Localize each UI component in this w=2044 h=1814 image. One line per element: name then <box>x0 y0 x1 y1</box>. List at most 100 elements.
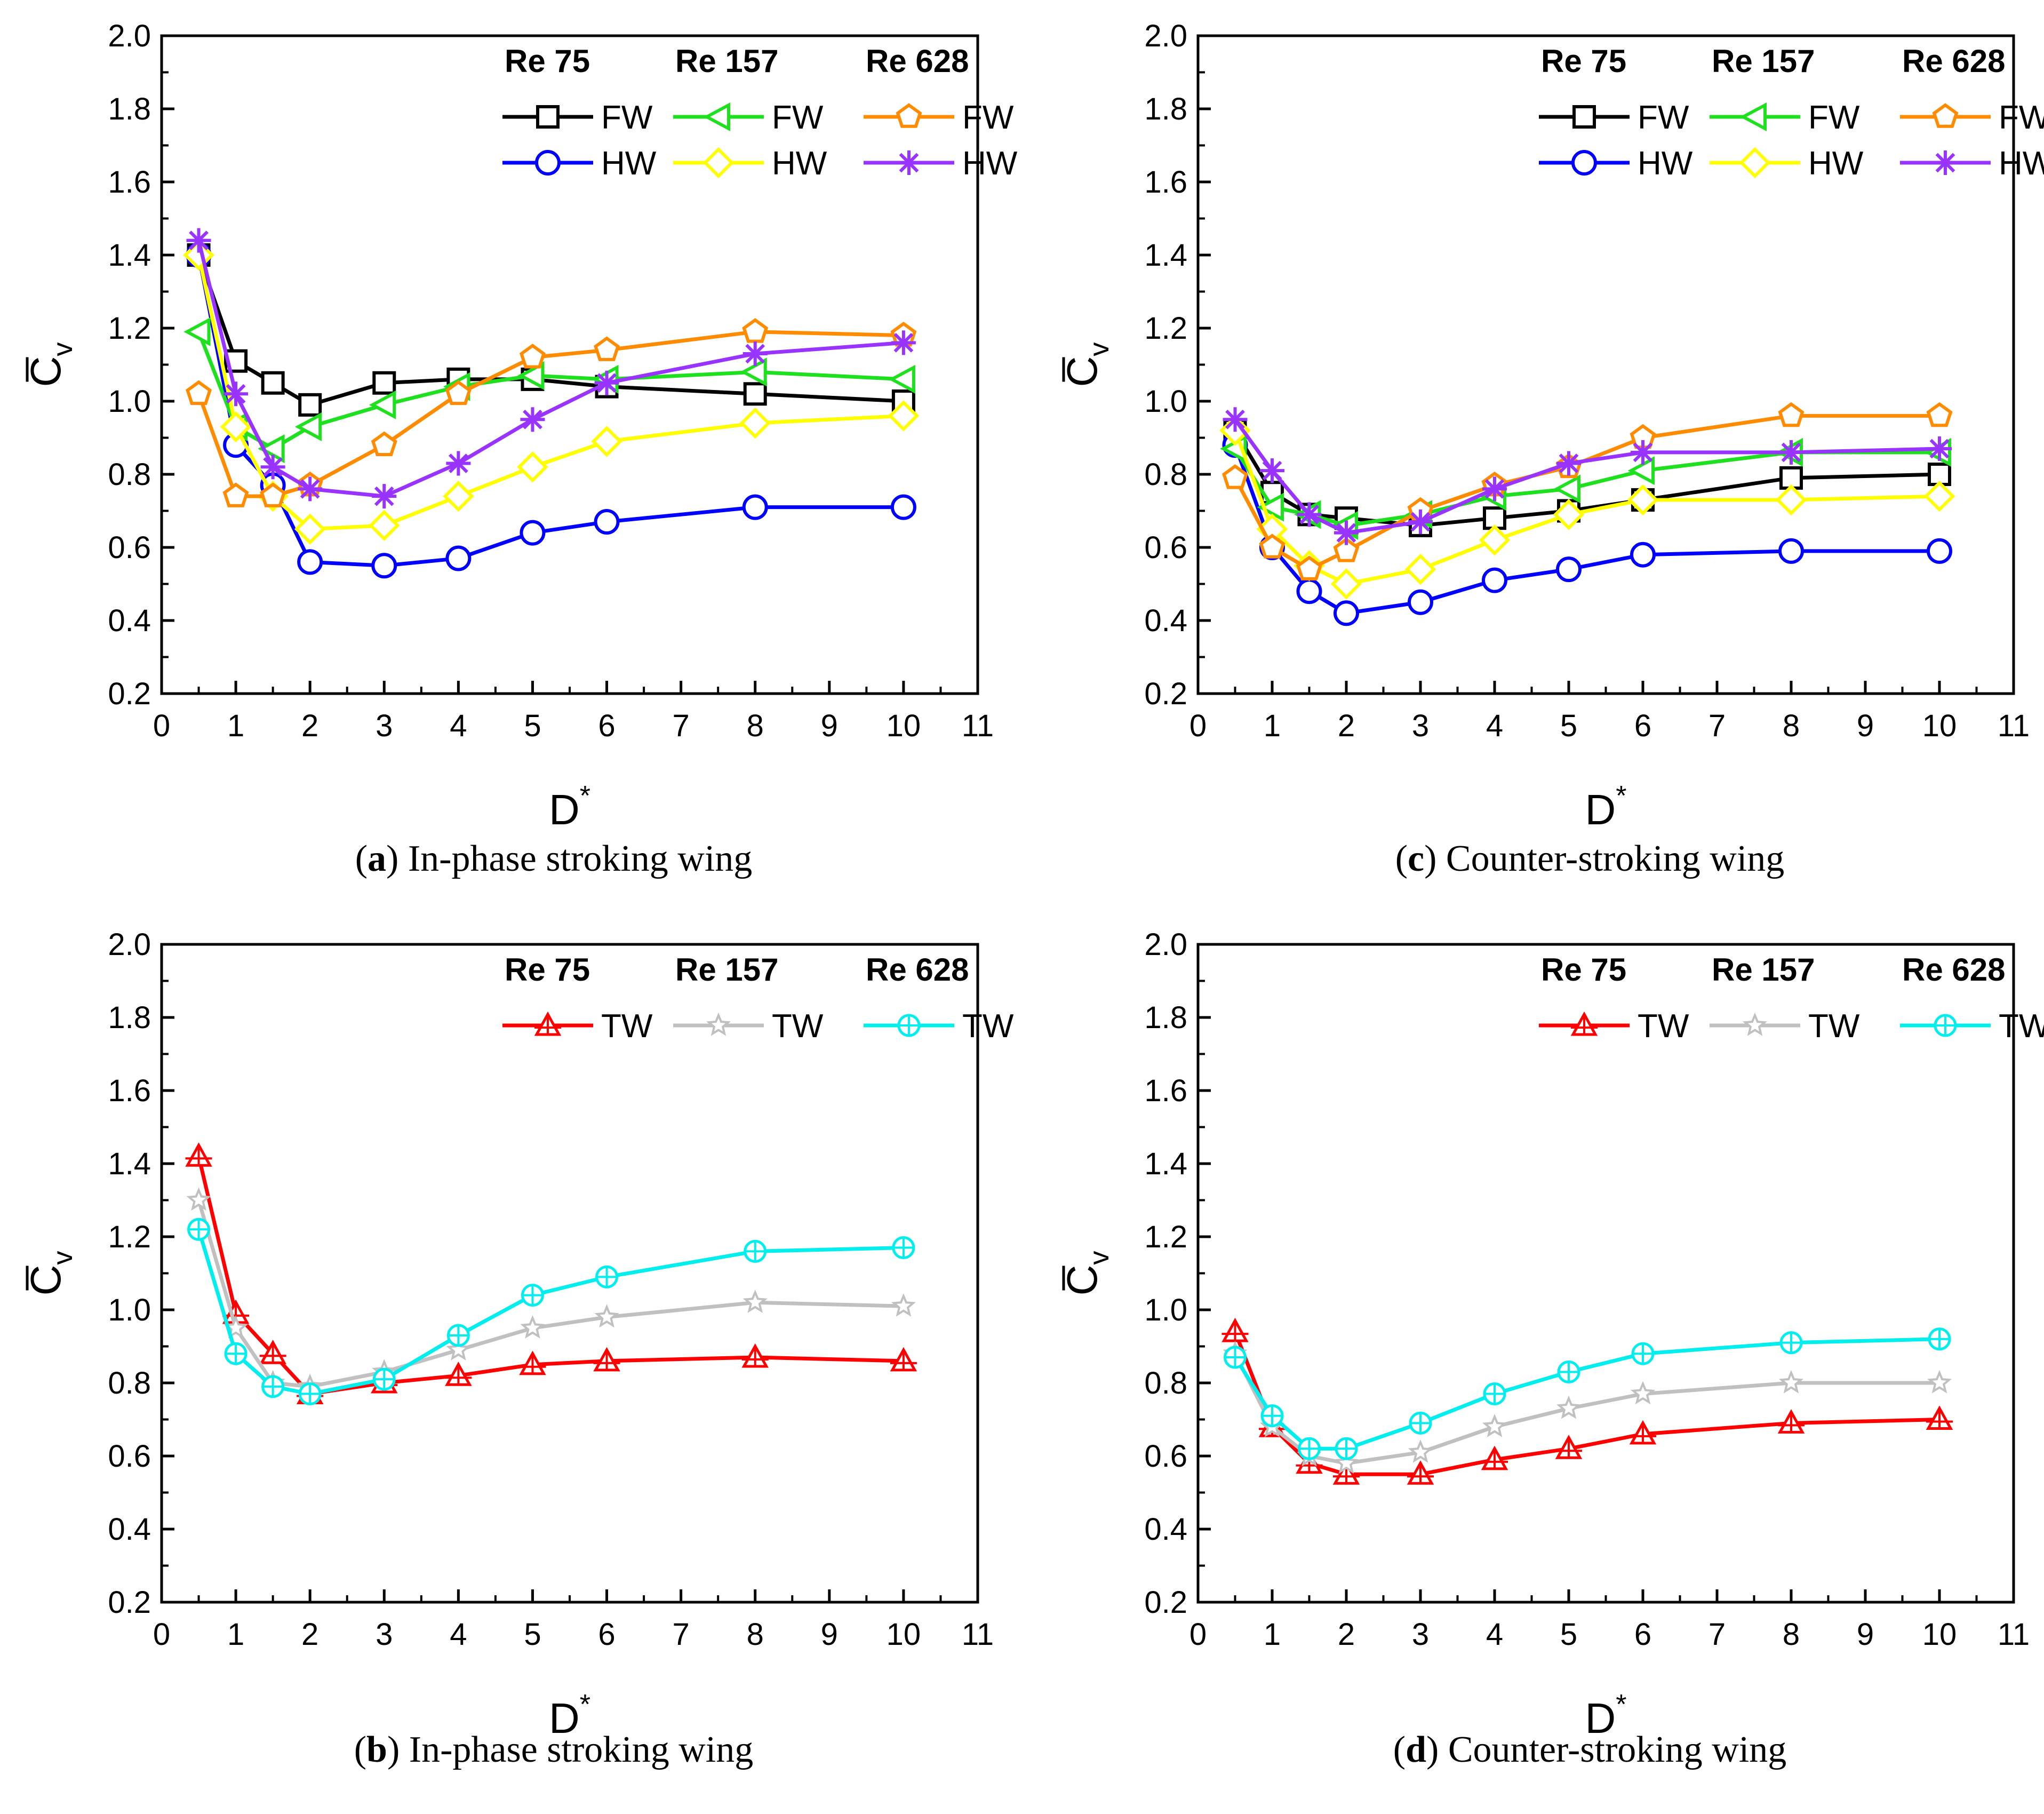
data-point <box>372 371 396 395</box>
x-tick-label: 2 <box>301 709 318 743</box>
data-point <box>186 228 211 253</box>
data-point <box>1627 484 1659 516</box>
marker-square-shape <box>536 105 560 129</box>
data-point <box>1222 464 1248 489</box>
marker-asterisk-stroke <box>1299 504 1319 524</box>
data-point <box>1630 1381 1656 1405</box>
marker-star-shape <box>1630 1381 1656 1405</box>
series-re-157-tw <box>186 1187 916 1397</box>
data-point <box>519 1350 546 1375</box>
legend-marker <box>536 105 560 129</box>
data-point <box>1259 534 1286 559</box>
marker-triangle-shape <box>1739 102 1767 132</box>
data-point <box>1407 1460 1434 1485</box>
x-axis-title-main: D <box>549 786 580 833</box>
x-tick-label: 11 <box>962 1617 994 1652</box>
legend-marker <box>1932 103 1959 128</box>
marker-triangle-shape <box>258 434 285 464</box>
data-point <box>890 494 916 520</box>
x-tick-label: 11 <box>962 709 994 743</box>
marker-triangle-shape <box>703 102 730 132</box>
marker-circle-shape <box>1778 538 1804 564</box>
marker-asterisk-stroke <box>597 373 617 393</box>
marker-diamond-shape <box>294 513 326 545</box>
data-point <box>1482 1413 1507 1437</box>
plot-frame <box>1196 943 2015 1604</box>
y-tick-label: 1.0 <box>1144 1293 1187 1327</box>
x-tick-label: 9 <box>1857 1617 1874 1652</box>
legend: Re 75 Re 157 Re 628 FW HW FW HW FW HW <box>1539 43 2044 182</box>
data-point <box>446 451 471 476</box>
chart-panel-b: 0 1 2 3 4 5 6 7 8 9 10 11 0.2 0.4 0.6 0.8 1.0 1.2 1.4 1.6 1.… <box>22 927 1014 1742</box>
caption-paren-open: ( <box>354 1729 367 1770</box>
data-point <box>187 1218 211 1241</box>
series-line <box>197 1156 904 1396</box>
marker-asterisk-stroke <box>448 454 468 473</box>
series-re-628-hw <box>1223 407 1952 545</box>
data-point <box>1926 1405 1953 1430</box>
legend-label: FW <box>772 99 824 136</box>
y-tick-label: 0.8 <box>108 1366 151 1401</box>
y-tick-label: 0.4 <box>108 603 151 638</box>
marker-circle-shape <box>445 545 472 571</box>
data-point <box>222 482 249 507</box>
caption-letter: c <box>1408 838 1425 879</box>
data-point <box>591 426 622 457</box>
data-point <box>1483 1382 1506 1406</box>
x-axis-title-sup: * <box>1616 1689 1626 1720</box>
marker-circle-shape <box>1334 600 1359 626</box>
x-tick-label: 2 <box>301 1617 318 1652</box>
marker-pentagon-shape <box>1259 534 1286 559</box>
caption-paren-close: ) <box>386 838 408 879</box>
data-point <box>743 382 767 406</box>
legend-header: Re 157 <box>675 43 778 79</box>
marker-triangle-shape <box>1553 474 1580 504</box>
legend: Re 75 Re 157 Re 628 TW TW TW <box>1539 952 2044 1045</box>
marker-diamond-shape <box>888 400 920 432</box>
series-line <box>1233 1337 1940 1451</box>
data-point <box>1779 440 1803 465</box>
y-tick-label: 2.0 <box>1144 927 1187 962</box>
x-tick-label: 3 <box>376 709 393 743</box>
x-tick-label: 1 <box>227 1617 244 1652</box>
plot-frame <box>160 943 979 1604</box>
y-tick-label: 1.2 <box>108 1220 151 1254</box>
legend-label: TW <box>772 1008 824 1045</box>
marker-triangle-shape <box>740 357 767 387</box>
data-point <box>744 1239 767 1263</box>
series-re-628-tw <box>1224 1327 1951 1460</box>
x-tick-label: 5 <box>524 709 541 743</box>
data-point <box>742 1290 768 1313</box>
series-line <box>197 1229 904 1396</box>
y-tick-label: 1.8 <box>1144 1000 1187 1035</box>
series-line <box>1233 1352 1939 1466</box>
data-point <box>1330 568 1362 600</box>
data-point <box>1296 578 1322 604</box>
legend-marker <box>896 103 922 128</box>
data-point <box>1927 538 1952 564</box>
marker-diamond-shape <box>1479 524 1511 556</box>
series-re-628-fw <box>186 318 917 507</box>
data-point <box>891 330 916 355</box>
y-tick-label: 0.4 <box>1144 1512 1187 1547</box>
x-axis-title: D* <box>549 1689 590 1742</box>
data-point <box>1221 1317 1249 1342</box>
y-axis-title-sub: v <box>47 343 78 356</box>
marker-circle-shape <box>1296 578 1322 604</box>
data-point <box>1334 600 1359 626</box>
marker-pentagon-shape <box>260 482 286 507</box>
marker-asterisk-stroke <box>745 344 765 364</box>
y-tick-label: 1.6 <box>1144 1073 1187 1108</box>
legend-label: HW <box>772 145 827 182</box>
data-point <box>1629 1420 1657 1445</box>
x-tick-label: 0 <box>153 709 170 743</box>
marker-diamond-shape <box>702 147 734 179</box>
x-tick-label: 5 <box>524 1617 541 1652</box>
caption-text: In-phase stroking wing <box>408 838 753 879</box>
legend-label: TW <box>962 1008 1014 1045</box>
x-tick-label: 5 <box>1560 1617 1577 1652</box>
legend: Re 75 Re 157 Re 628 FW HW FW HW FW HW <box>502 43 1018 182</box>
y-axis-title: Cv <box>22 343 78 387</box>
marker-star-shape <box>1334 1450 1359 1474</box>
marker-circle-shape <box>1482 567 1507 593</box>
